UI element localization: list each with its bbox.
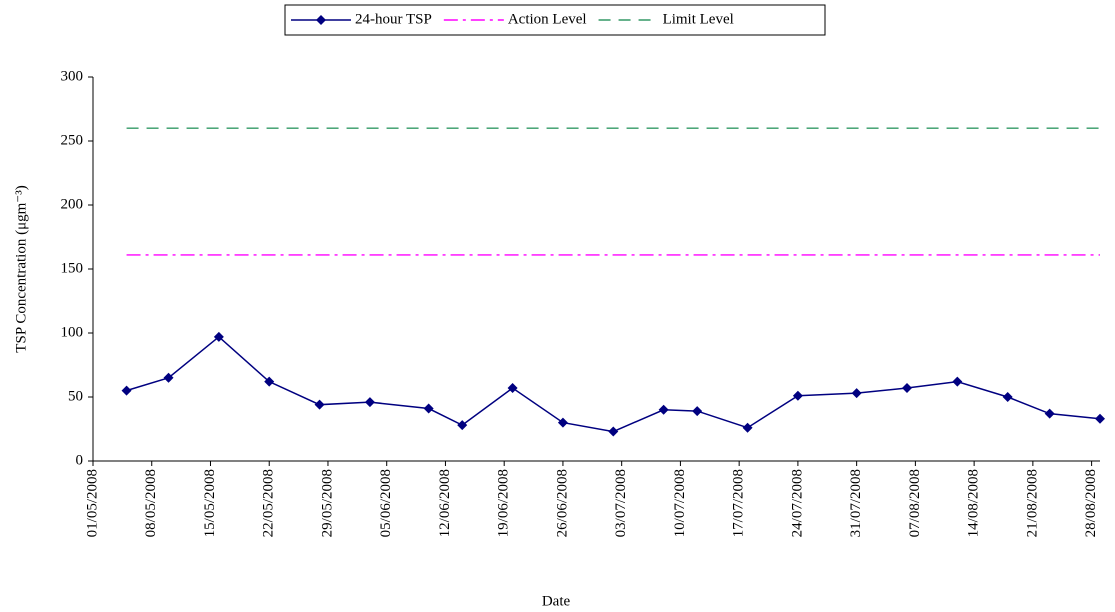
data-point — [121, 385, 132, 396]
y-tick-label: 0 — [76, 452, 84, 468]
data-point — [557, 417, 568, 428]
data-point — [608, 426, 619, 437]
legend-label: Limit Level — [663, 11, 734, 27]
data-point — [213, 331, 224, 342]
legend-label: 24-hour TSP — [355, 11, 432, 27]
y-tick-label: 50 — [68, 388, 83, 404]
data-point — [792, 390, 803, 401]
data-point — [163, 372, 174, 383]
legend-box — [284, 4, 826, 36]
data-point — [1095, 413, 1105, 424]
data-point — [742, 422, 753, 433]
y-tick-label: 200 — [61, 196, 84, 212]
x-tick-label: 15/05/2008 — [202, 469, 218, 537]
data-point — [423, 403, 434, 414]
data-point — [692, 406, 703, 417]
x-tick-label: 22/05/2008 — [261, 469, 277, 537]
data-point — [507, 383, 518, 394]
y-axis-title: TSP Concentration (μgm⁻³) — [13, 185, 29, 352]
x-tick-label: 03/07/2008 — [613, 469, 629, 537]
data-point — [1044, 408, 1055, 419]
x-tick-label: 08/05/2008 — [143, 469, 159, 537]
legend-label: Action Level — [508, 11, 587, 27]
data-point — [264, 376, 275, 387]
data-point — [364, 397, 375, 408]
x-tick-label: 21/08/2008 — [1024, 469, 1040, 537]
x-tick-label: 26/06/2008 — [554, 469, 570, 537]
data-point — [314, 399, 325, 410]
x-tick-label: 01/05/2008 — [84, 469, 100, 537]
data-point — [457, 420, 468, 431]
data-point — [658, 404, 669, 415]
y-tick-label: 150 — [61, 260, 84, 276]
x-tick-label: 10/07/2008 — [672, 469, 688, 537]
y-tick-label: 100 — [61, 324, 84, 340]
x-tick-label: 31/07/2008 — [848, 469, 864, 537]
data-point — [851, 388, 862, 399]
x-tick-label: 05/06/2008 — [378, 469, 394, 537]
data-point — [1002, 392, 1013, 402]
x-tick-label: 28/08/2008 — [1083, 469, 1099, 537]
data-point — [901, 383, 912, 394]
x-tick-label: 14/08/2008 — [966, 469, 982, 537]
x-tick-label: 12/06/2008 — [437, 469, 453, 537]
x-tick-label: 19/06/2008 — [496, 469, 512, 537]
legend-marker — [316, 15, 326, 25]
x-tick-label: 07/08/2008 — [907, 469, 923, 537]
series-line — [126, 335, 1101, 433]
data-point — [952, 376, 963, 387]
x-tick-label: 17/07/2008 — [731, 469, 747, 537]
y-tick-label: 250 — [61, 132, 84, 148]
y-tick-label: 300 — [61, 68, 84, 84]
x-tick-label: 29/05/2008 — [319, 469, 335, 537]
x-axis-title: Date — [542, 593, 571, 609]
x-tick-label: 24/07/2008 — [789, 469, 805, 537]
